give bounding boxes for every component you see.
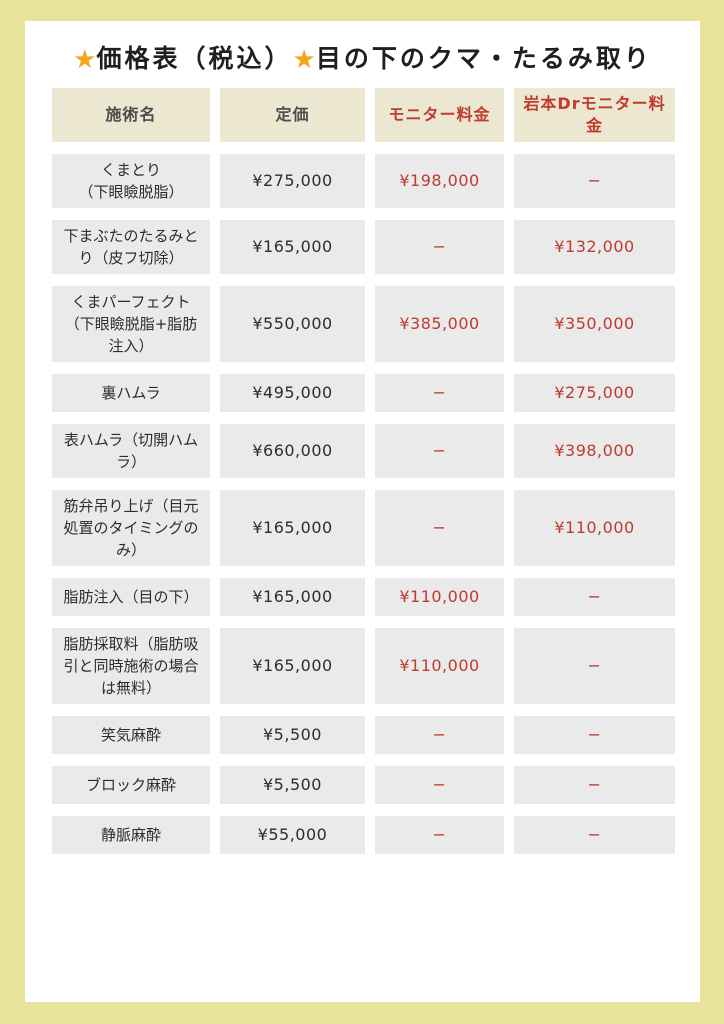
list-price-cell: ¥5,500 bbox=[220, 766, 365, 804]
star-icon: ★ bbox=[292, 45, 316, 75]
header-list-price: 定価 bbox=[220, 88, 365, 142]
procedure-name-cell: 脂肪採取料（脂肪吸 引と同時施術の場合 は無料） bbox=[52, 628, 210, 704]
page-title: ★価格表（税込）★目の下のクマ・たるみ取り bbox=[25, 39, 700, 75]
list-price-cell: ¥5,500 bbox=[220, 716, 365, 754]
list-price-cell: ¥165,000 bbox=[220, 578, 365, 616]
price-table: 施術名 定価 モニター料金 岩本Drモニター料金 くまとり （下眼瞼脱脂） ¥2… bbox=[52, 88, 675, 854]
procedure-name-cell: 脂肪注入（目の下） bbox=[52, 578, 210, 616]
dr-monitor-price-cell: ¥398,000 bbox=[514, 424, 675, 478]
monitor-price-cell: − bbox=[375, 374, 504, 412]
monitor-price-cell: ¥198,000 bbox=[375, 154, 504, 208]
procedure-name-cell: 裏ハムラ bbox=[52, 374, 210, 412]
procedure-name-cell: 下まぶたのたるみと り（皮フ切除） bbox=[52, 220, 210, 274]
monitor-price-cell: ¥110,000 bbox=[375, 628, 504, 704]
dr-monitor-price-cell: − bbox=[514, 578, 675, 616]
list-price-cell: ¥495,000 bbox=[220, 374, 365, 412]
list-price-cell: ¥55,000 bbox=[220, 816, 365, 854]
list-price-cell: ¥550,000 bbox=[220, 286, 365, 362]
procedure-name-cell: ブロック麻酔 bbox=[52, 766, 210, 804]
procedure-name-cell: 表ハムラ（切開ハム ラ） bbox=[52, 424, 210, 478]
dr-monitor-price-cell: − bbox=[514, 154, 675, 208]
dr-monitor-price-cell: − bbox=[514, 816, 675, 854]
monitor-price-cell: − bbox=[375, 716, 504, 754]
dr-monitor-price-cell: − bbox=[514, 766, 675, 804]
dr-monitor-price-cell: ¥350,000 bbox=[514, 286, 675, 362]
dr-monitor-price-cell: ¥110,000 bbox=[514, 490, 675, 566]
sheet: ★価格表（税込）★目の下のクマ・たるみ取り 施術名 定価 モニター料金 岩本Dr… bbox=[25, 21, 700, 1002]
procedure-name-cell: 静脈麻酔 bbox=[52, 816, 210, 854]
dr-monitor-price-cell: − bbox=[514, 628, 675, 704]
monitor-price-cell: − bbox=[375, 766, 504, 804]
procedure-name-cell: 笑気麻酔 bbox=[52, 716, 210, 754]
header-monitor-price: モニター料金 bbox=[375, 88, 504, 142]
header-procedure: 施術名 bbox=[52, 88, 210, 142]
list-price-cell: ¥165,000 bbox=[220, 220, 365, 274]
list-price-cell: ¥275,000 bbox=[220, 154, 365, 208]
star-icon: ★ bbox=[73, 45, 97, 75]
monitor-price-cell: − bbox=[375, 220, 504, 274]
list-price-cell: ¥660,000 bbox=[220, 424, 365, 478]
title-part-price-list: 価格表（税込） bbox=[96, 44, 293, 73]
monitor-price-cell: ¥110,000 bbox=[375, 578, 504, 616]
procedure-name-cell: くまとり （下眼瞼脱脂） bbox=[52, 154, 210, 208]
header-dr-monitor-price: 岩本Drモニター料金 bbox=[514, 88, 675, 142]
procedure-name-cell: 筋弁吊り上げ（目元 処置のタイミングの み） bbox=[52, 490, 210, 566]
title-part-procedure: 目の下のクマ・たるみ取り bbox=[315, 44, 652, 73]
monitor-price-cell: − bbox=[375, 490, 504, 566]
monitor-price-cell: − bbox=[375, 816, 504, 854]
list-price-cell: ¥165,000 bbox=[220, 628, 365, 704]
dr-monitor-price-cell: − bbox=[514, 716, 675, 754]
procedure-name-cell: くまパーフェクト （下眼瞼脱脂+脂肪 注入） bbox=[52, 286, 210, 362]
dr-monitor-price-cell: ¥132,000 bbox=[514, 220, 675, 274]
dr-monitor-price-cell: ¥275,000 bbox=[514, 374, 675, 412]
list-price-cell: ¥165,000 bbox=[220, 490, 365, 566]
monitor-price-cell: − bbox=[375, 424, 504, 478]
monitor-price-cell: ¥385,000 bbox=[375, 286, 504, 362]
